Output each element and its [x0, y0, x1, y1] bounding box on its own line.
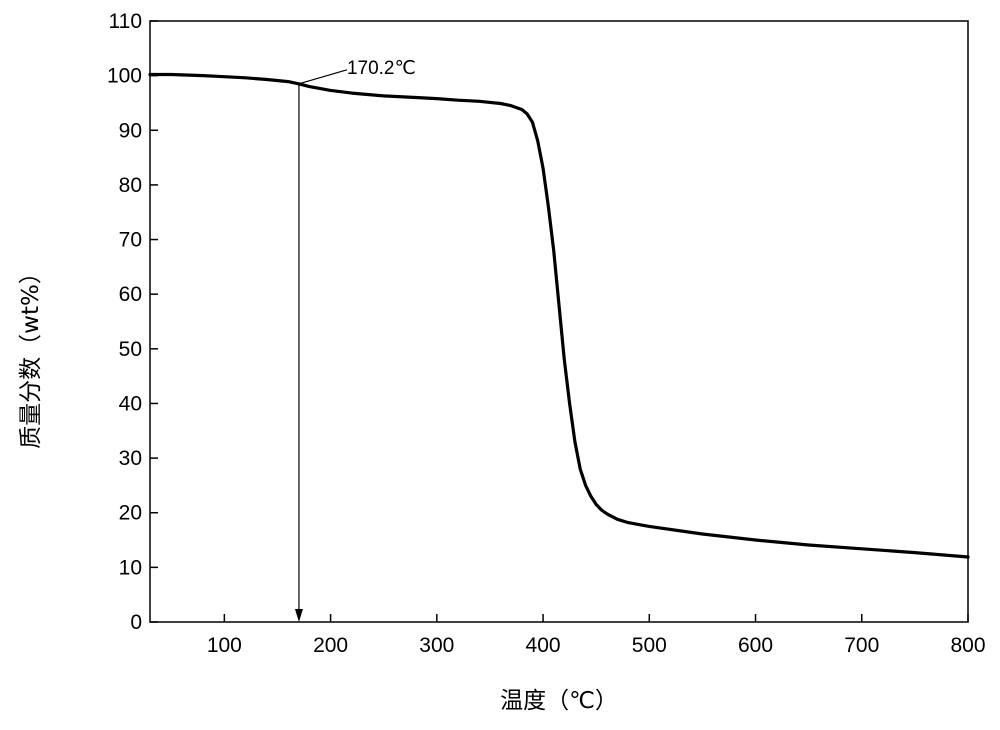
series-layer	[148, 72, 970, 559]
y-tick-label: 0	[130, 611, 142, 634]
y-axis-ticks: 0 10 20 30 40 50 60 70 80 90 100 110	[107, 10, 158, 634]
x-tick-label: 200	[313, 634, 348, 657]
y-tick-label: 30	[119, 447, 142, 470]
y-tick-label: 60	[119, 283, 142, 306]
annotation-leader-line	[298, 69, 348, 85]
annotation-arrow-head	[294, 609, 303, 622]
y-tick-label: 20	[119, 502, 142, 525]
x-tick-label: 800	[950, 634, 985, 657]
x-tick-label: 400	[526, 634, 561, 657]
x-tick-label: 300	[419, 634, 454, 657]
plot-frame	[149, 20, 969, 623]
x-tick-label: 600	[738, 634, 773, 657]
x-tick-label: 700	[844, 634, 879, 657]
annotation-label: 170.2℃	[347, 58, 416, 79]
y-tick-label: 50	[119, 338, 142, 361]
series-line	[148, 72, 970, 559]
y-tick-label: 110	[109, 10, 142, 33]
x-tick-label: 500	[632, 634, 667, 657]
y-tick-label: 40	[119, 392, 142, 415]
x-axis-title: 温度（℃）	[500, 688, 618, 714]
y-tick-label: 90	[119, 119, 142, 142]
y-tick-label: 10	[119, 556, 142, 579]
y-tick-label: 80	[119, 174, 142, 197]
annotation-layer: 170.2℃	[294, 58, 416, 622]
y-tick-label: 100	[107, 65, 142, 88]
y-tick-label: 70	[119, 229, 142, 252]
x-axis-ticks: 100 200 300 400 500 600 700 800	[207, 614, 986, 657]
y-axis-title: 质量分数（wt%）	[18, 261, 44, 449]
x-tick-label: 100	[207, 634, 242, 657]
